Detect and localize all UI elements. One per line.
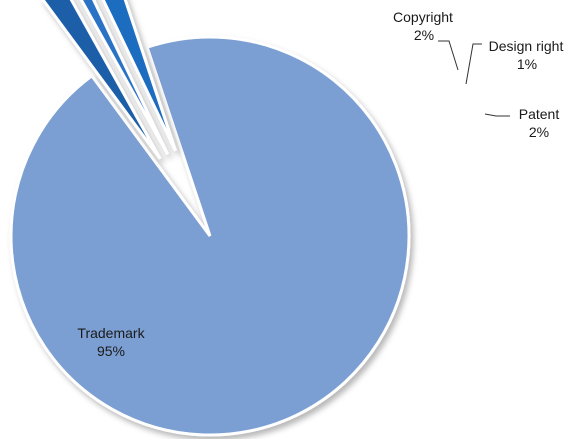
- copyright-leader-line: [438, 40, 459, 71]
- pie-slices: [9, 0, 411, 437]
- slice-label-copyright: Copyright: [393, 9, 453, 25]
- slice-label-design-right: Design right: [489, 38, 564, 54]
- design-right-leader-line: [465, 43, 482, 85]
- patent-leader-line: [484, 113, 510, 117]
- slice-label-trademark: Trademark: [77, 325, 145, 341]
- slice-value-patent: 2%: [529, 124, 549, 140]
- slice-value-design-right: 1%: [517, 56, 537, 72]
- pie-slice-trademark: [9, 35, 411, 437]
- slice-value-copyright: 2%: [414, 27, 434, 43]
- slice-label-patent: Patent: [519, 106, 560, 122]
- slice-value-trademark: 95%: [97, 343, 125, 359]
